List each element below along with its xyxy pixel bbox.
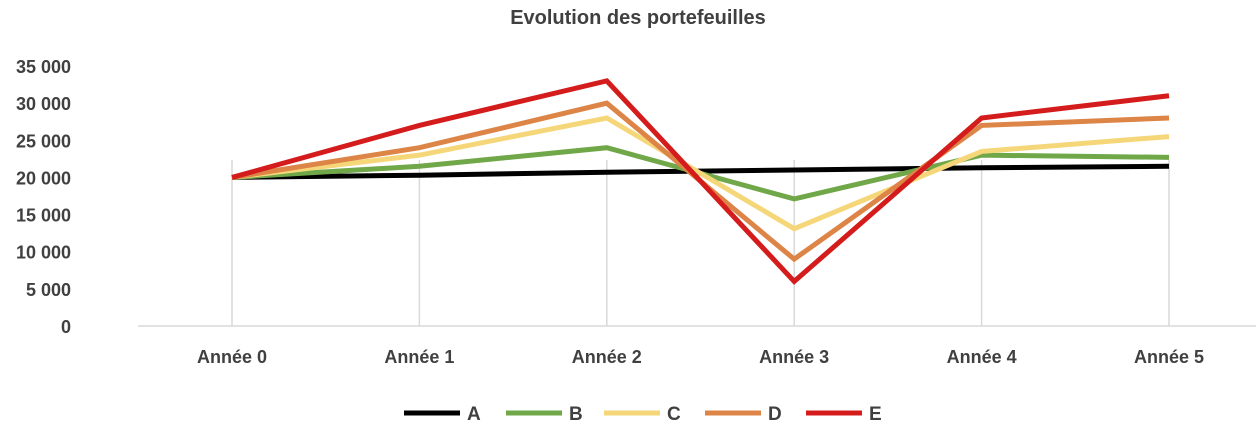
legend-item-e: E [806, 404, 882, 425]
y-tick-label: 10 000 [16, 243, 71, 263]
series-group [231, 78, 1170, 285]
series-line-e [231, 78, 1170, 285]
legend-item-a: A [404, 404, 481, 425]
legend-label: A [467, 404, 481, 425]
x-tick-label: Année 0 [197, 347, 267, 367]
x-tick-label: Année 1 [384, 347, 454, 367]
y-tick-label: 35 000 [16, 57, 71, 77]
y-tick-label: 0 [61, 317, 71, 337]
series-line-c [231, 115, 1170, 232]
y-tick-label: 25 000 [16, 131, 71, 151]
y-axis: 0 5 000 10 000 15 000 20 000 25 000 30 000 35 0… [16, 57, 71, 337]
chart-title: Evolution des portefeuilles [510, 7, 766, 29]
y-tick-label: 5 000 [26, 280, 71, 300]
grid [138, 160, 1256, 327]
x-tick-label: Année 4 [947, 347, 1017, 367]
y-tick-label: 20 000 [16, 168, 71, 188]
legend: A B C D E [404, 404, 882, 425]
x-tick-label: Année 3 [759, 347, 829, 367]
x-tick-label: Année 5 [1134, 347, 1204, 367]
legend-label: C [667, 404, 681, 425]
y-tick-label: 30 000 [16, 94, 71, 114]
legend-label: B [569, 404, 583, 425]
legend-label: D [768, 404, 782, 425]
x-axis: Année 0 Année 1 Année 2 Année 3 Année 4 Année… [197, 347, 1204, 367]
legend-label: E [869, 404, 882, 425]
legend-item-c: C [604, 404, 681, 425]
legend-item-b: B [506, 404, 583, 425]
x-tick-label: Année 2 [572, 347, 642, 367]
y-tick-label: 15 000 [16, 206, 71, 226]
legend-item-d: D [705, 404, 782, 425]
